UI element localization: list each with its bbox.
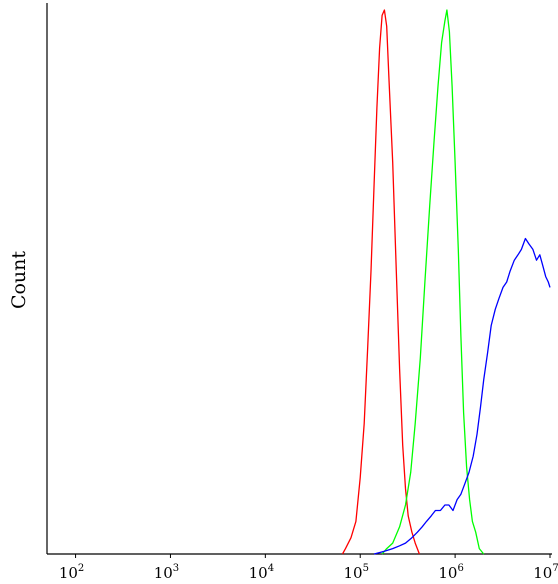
y-axis-label: Count: [8, 251, 30, 309]
histogram-series-2: [381, 9, 485, 555]
x-tick-label-1: 102: [59, 563, 84, 582]
x-tick-label-5: 106: [438, 563, 463, 582]
series-layer: [341, 9, 551, 555]
x-tick-labels: 102 103 104 105 106 107: [59, 554, 558, 582]
x-tick-label-6: 107: [533, 563, 558, 582]
histogram-series-1: [341, 9, 421, 555]
plot-frame: [46, 3, 552, 555]
x-tick-label-4: 105: [343, 563, 368, 582]
x-tick-label-2: 103: [154, 563, 179, 582]
histogram-series-3: [373, 237, 551, 555]
x-tick-label-3: 104: [249, 563, 274, 582]
